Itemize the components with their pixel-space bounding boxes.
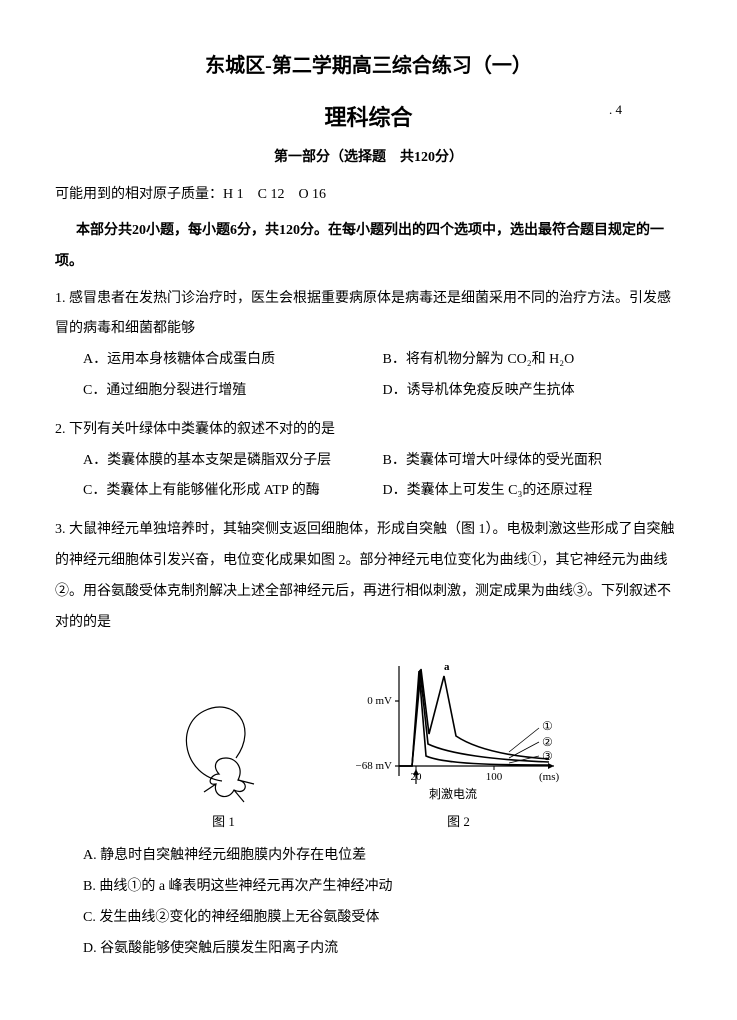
q2-options-row2: C．类囊体上有能够催化形成 ATP 的酶 D．类囊体上可发生 C₃的还原过程	[83, 476, 682, 507]
q2-stem: 2. 下列有关叶绿体中类囊体的叙述不对的的是	[55, 415, 682, 446]
q3-option-c: C. 发生曲线②变化的神经细胞膜上无谷氨酸受体	[83, 903, 682, 934]
atomic-masses: 可能用到的相对原子质量：H 1 C 12 O 16	[55, 184, 682, 206]
fig2-x-tick-20: 20	[410, 771, 422, 783]
q1-stem: 1. 感冒患者在发热门诊治疗时，医生会根据重要病原体是病毒还是细菌采用不同的治疗…	[55, 284, 682, 346]
q2-option-a: A．类囊体膜的基本支架是磷脂双分子层	[83, 446, 383, 477]
question-1: 1. 感冒患者在发热门诊治疗时，医生会根据重要病原体是病毒还是细菌采用不同的治疗…	[55, 284, 682, 407]
fig2-curve-2-label: ②	[542, 735, 553, 749]
q2-option-b: B．类囊体可增大叶绿体的受光面积	[383, 446, 683, 477]
question-2: 2. 下列有关叶绿体中类囊体的叙述不对的的是 A．类囊体膜的基本支架是磷脂双分子…	[55, 415, 682, 507]
figures-row: 图 1	[55, 656, 682, 833]
figure-1-svg	[164, 686, 284, 806]
q1-options-row2: C．通过细胞分裂进行增殖 D．诱导机体免疫反映产生抗体	[83, 376, 682, 407]
q2-options-row1: A．类囊体膜的基本支架是磷脂双分子层 B．类囊体可增大叶绿体的受光面积	[83, 446, 682, 477]
fig2-curve-3-label: ③	[542, 749, 553, 763]
q3-option-b: B. 曲线①的 a 峰表明这些神经元再次产生神经冲动	[83, 872, 682, 903]
fig2-y1-label: −68 mV	[355, 760, 392, 772]
q3-option-a: A. 静息时自突触神经元细胞膜内外存在电位差	[83, 841, 682, 872]
section-header: 第一部分（选择题 共120分）	[55, 147, 682, 169]
fig2-x-tick-100: 100	[485, 771, 502, 783]
instruction-text: 本部分共20小题，每小题6分，共120分。在每小题列出的四个选项中，选出最符合题…	[55, 216, 682, 278]
figure-2-svg: 0 mV −68 mV 20 100 (ms) 刺激电流 a ① ② ③	[344, 656, 574, 806]
q1-options-row1: A．运用本身核糖体合成蛋白质 B．将有机物分解为 CO₂和 H₂O	[83, 345, 682, 376]
figure-1-caption: 图 1	[212, 812, 235, 833]
q3-stem: 3. 大鼠神经元单独培养时，其轴突侧支返回细胞体，形成自突触（图 1）。电极刺激…	[55, 515, 682, 638]
q1-option-d: D．诱导机体免疫反映产生抗体	[383, 376, 683, 407]
fig2-x-unit: (ms)	[539, 771, 560, 783]
subtitle-row: 理科综合 . 4	[55, 100, 682, 135]
q1-option-a: A．运用本身核糖体合成蛋白质	[83, 345, 383, 376]
figure-2-block: 0 mV −68 mV 20 100 (ms) 刺激电流 a ① ② ③ 图 2	[344, 656, 574, 833]
question-3: 3. 大鼠神经元单独培养时，其轴突侧支返回细胞体，形成自突触（图 1）。电极刺激…	[55, 515, 682, 964]
page-title: 东城区-第二学期高三综合练习（一）	[55, 50, 682, 82]
subtitle-note: . 4	[609, 100, 622, 121]
q1-option-c: C．通过细胞分裂进行增殖	[83, 376, 383, 407]
fig2-curve-1-label: ①	[542, 719, 553, 733]
figure-2-caption: 图 2	[447, 812, 470, 833]
q2-option-c: C．类囊体上有能够催化形成 ATP 的酶	[83, 476, 383, 507]
fig2-xaxis-label: 刺激电流	[429, 787, 477, 801]
q3-option-d: D. 谷氨酸能够使突触后膜发生阳离子内流	[83, 934, 682, 965]
q2-option-d: D．类囊体上可发生 C₃的还原过程	[383, 476, 683, 507]
fig2-y0-label: 0 mV	[367, 695, 392, 707]
q1-option-b: B．将有机物分解为 CO₂和 H₂O	[383, 345, 683, 376]
subtitle: 理科综合	[324, 100, 412, 135]
figure-1-block: 图 1	[164, 686, 284, 833]
fig2-peak-a: a	[444, 661, 450, 673]
